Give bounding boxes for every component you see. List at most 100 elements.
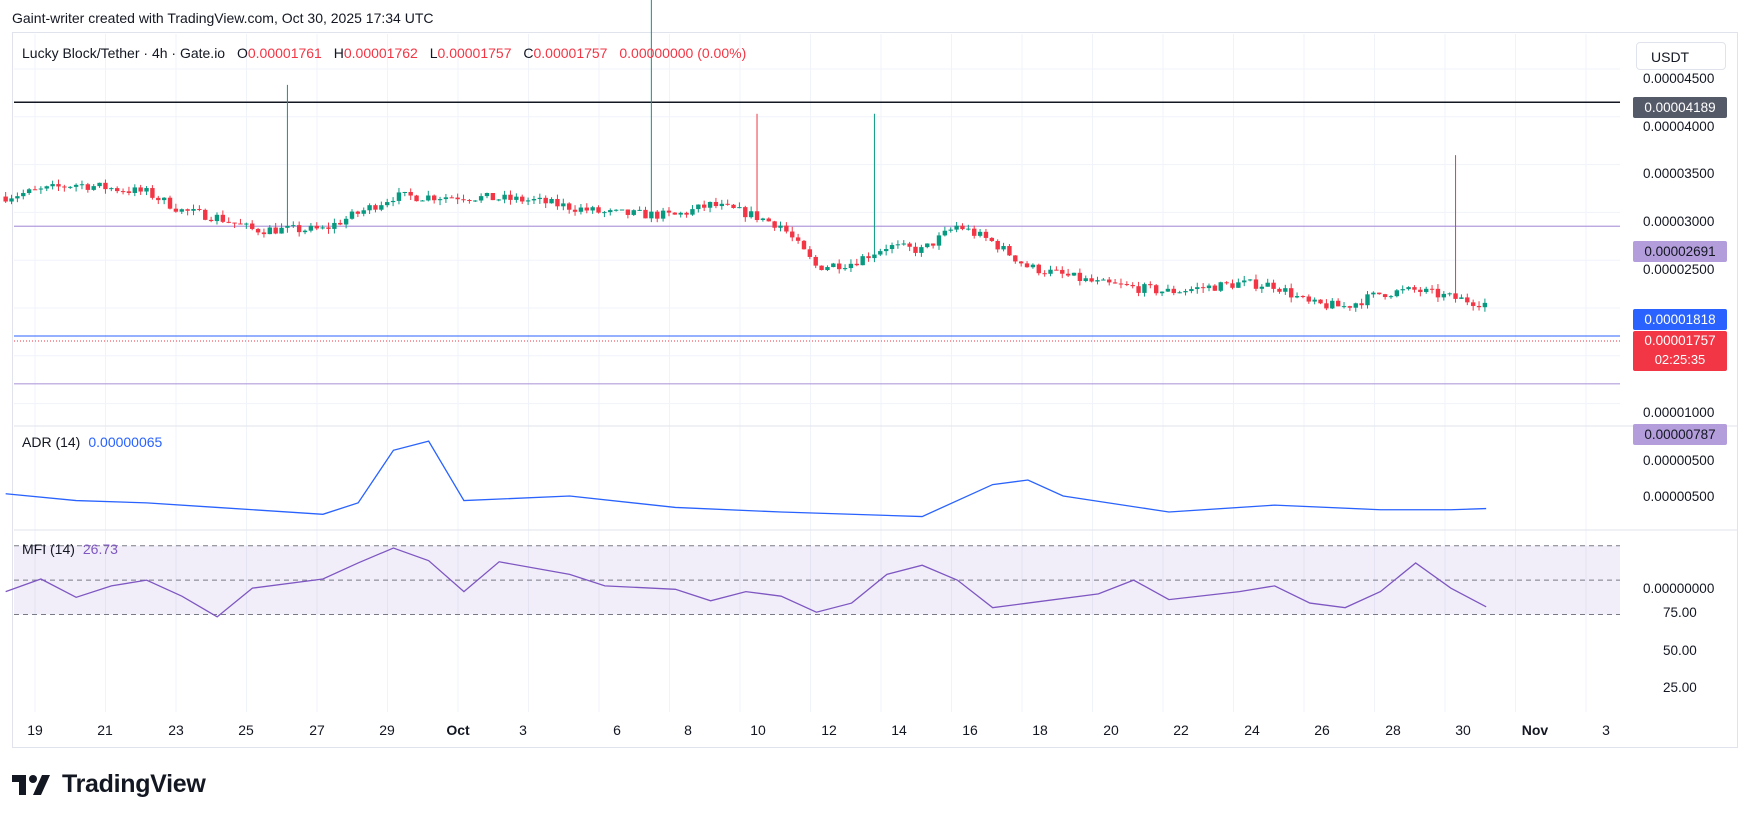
candle-body	[21, 193, 26, 197]
candle-body	[203, 209, 208, 220]
x-tick: 18	[1032, 722, 1048, 738]
candle-body	[754, 211, 760, 221]
candle-body	[226, 221, 231, 223]
candle-body	[1148, 284, 1153, 286]
line-price-tag: 0.00002691	[1633, 241, 1727, 262]
candle-body	[449, 197, 454, 199]
candle-body	[1200, 287, 1206, 289]
candle-body	[1065, 273, 1071, 276]
candle-body	[1153, 285, 1159, 294]
candle-body	[907, 243, 912, 247]
candle-body	[85, 184, 91, 190]
candle-body	[919, 247, 924, 253]
candle-body	[1048, 269, 1053, 274]
candle-body	[191, 208, 196, 211]
candle-body	[1429, 288, 1435, 290]
candle-body	[1300, 296, 1306, 298]
candle-body	[608, 210, 613, 213]
close-label: C	[523, 45, 534, 61]
candle-body	[637, 209, 642, 211]
open-label: O	[236, 45, 248, 61]
mfi-legend[interactable]: MFI (14) 26.73	[22, 541, 118, 557]
candle-body	[44, 186, 49, 189]
candle-body	[655, 211, 660, 219]
candle-body	[167, 197, 173, 209]
candle-body	[91, 186, 96, 190]
candle-body	[1353, 303, 1358, 308]
candle-body	[1447, 293, 1452, 295]
candle-body	[1107, 279, 1112, 283]
candle-body	[443, 197, 449, 200]
candle-body	[296, 225, 302, 233]
candle-body	[126, 191, 132, 193]
x-tick: 3	[1602, 722, 1610, 738]
candle-body	[520, 196, 525, 202]
symbol-legend: Lucky Block/Tether · 4h · Gate.io O0.000…	[22, 45, 746, 61]
candle-body	[109, 188, 114, 190]
adr-line	[5, 440, 1487, 518]
candle-body	[179, 209, 184, 212]
candle-body	[349, 211, 355, 219]
candle-body	[1394, 290, 1400, 297]
candle-body	[866, 256, 871, 259]
x-tick: 28	[1385, 722, 1401, 738]
chart-frame[interactable]	[12, 32, 1738, 748]
candle-body	[291, 225, 296, 227]
candle-body	[38, 188, 44, 190]
candle-body	[1476, 305, 1482, 308]
candle-body	[936, 235, 942, 246]
candle-body	[1388, 296, 1394, 298]
x-tick: 14	[891, 722, 907, 738]
currency-button[interactable]: USDT	[1636, 42, 1726, 70]
candle-body	[878, 251, 883, 255]
candle-body	[1400, 289, 1405, 291]
candle-body	[1236, 282, 1241, 288]
symbol-name[interactable]: Lucky Block/Tether · 4h · Gate.io	[22, 45, 226, 61]
candle-body	[525, 200, 531, 202]
candle-body	[1482, 302, 1488, 308]
candle-body	[250, 223, 255, 229]
candle-body	[725, 203, 730, 205]
x-tick: 21	[97, 722, 113, 738]
candle-body	[901, 243, 906, 245]
low-label: L	[429, 45, 438, 61]
candle-body	[1271, 282, 1276, 289]
candle-body	[643, 209, 648, 219]
candle-body	[214, 214, 220, 222]
candle-body	[831, 263, 836, 268]
candle-body	[819, 265, 824, 271]
tradingview-brand[interactable]: TradingView	[12, 770, 206, 799]
candle-body	[1159, 291, 1165, 294]
candle-body	[461, 199, 466, 201]
candle-body	[437, 199, 443, 201]
candle-body	[1306, 296, 1312, 302]
candle-body	[737, 207, 742, 209]
candle-body	[977, 231, 983, 236]
candle-body	[1365, 294, 1370, 306]
candle-body	[426, 195, 431, 201]
price-tick: 0.00003500	[1643, 166, 1715, 181]
candle-body	[790, 231, 795, 238]
candle-body	[602, 212, 607, 214]
x-tick: 20	[1103, 722, 1119, 738]
candle-body	[1095, 280, 1100, 282]
candle-body	[26, 189, 32, 194]
candle-body	[942, 230, 948, 236]
candle-body	[784, 225, 789, 232]
candle-body	[1118, 283, 1124, 285]
candle-body	[431, 195, 437, 201]
x-tick: 3	[519, 722, 527, 738]
candle-body	[666, 210, 672, 213]
candle-body	[660, 210, 666, 219]
candle-body	[1435, 288, 1441, 298]
candle-body	[420, 200, 425, 202]
candle-body	[989, 237, 995, 241]
candle-body	[995, 240, 1000, 250]
candle-body	[954, 225, 959, 230]
candle-body	[508, 194, 513, 200]
candle-body	[1189, 289, 1194, 292]
candle-body	[478, 196, 484, 201]
adr-legend[interactable]: ADR (14) 0.00000065	[22, 434, 162, 450]
candle-body	[807, 249, 813, 257]
